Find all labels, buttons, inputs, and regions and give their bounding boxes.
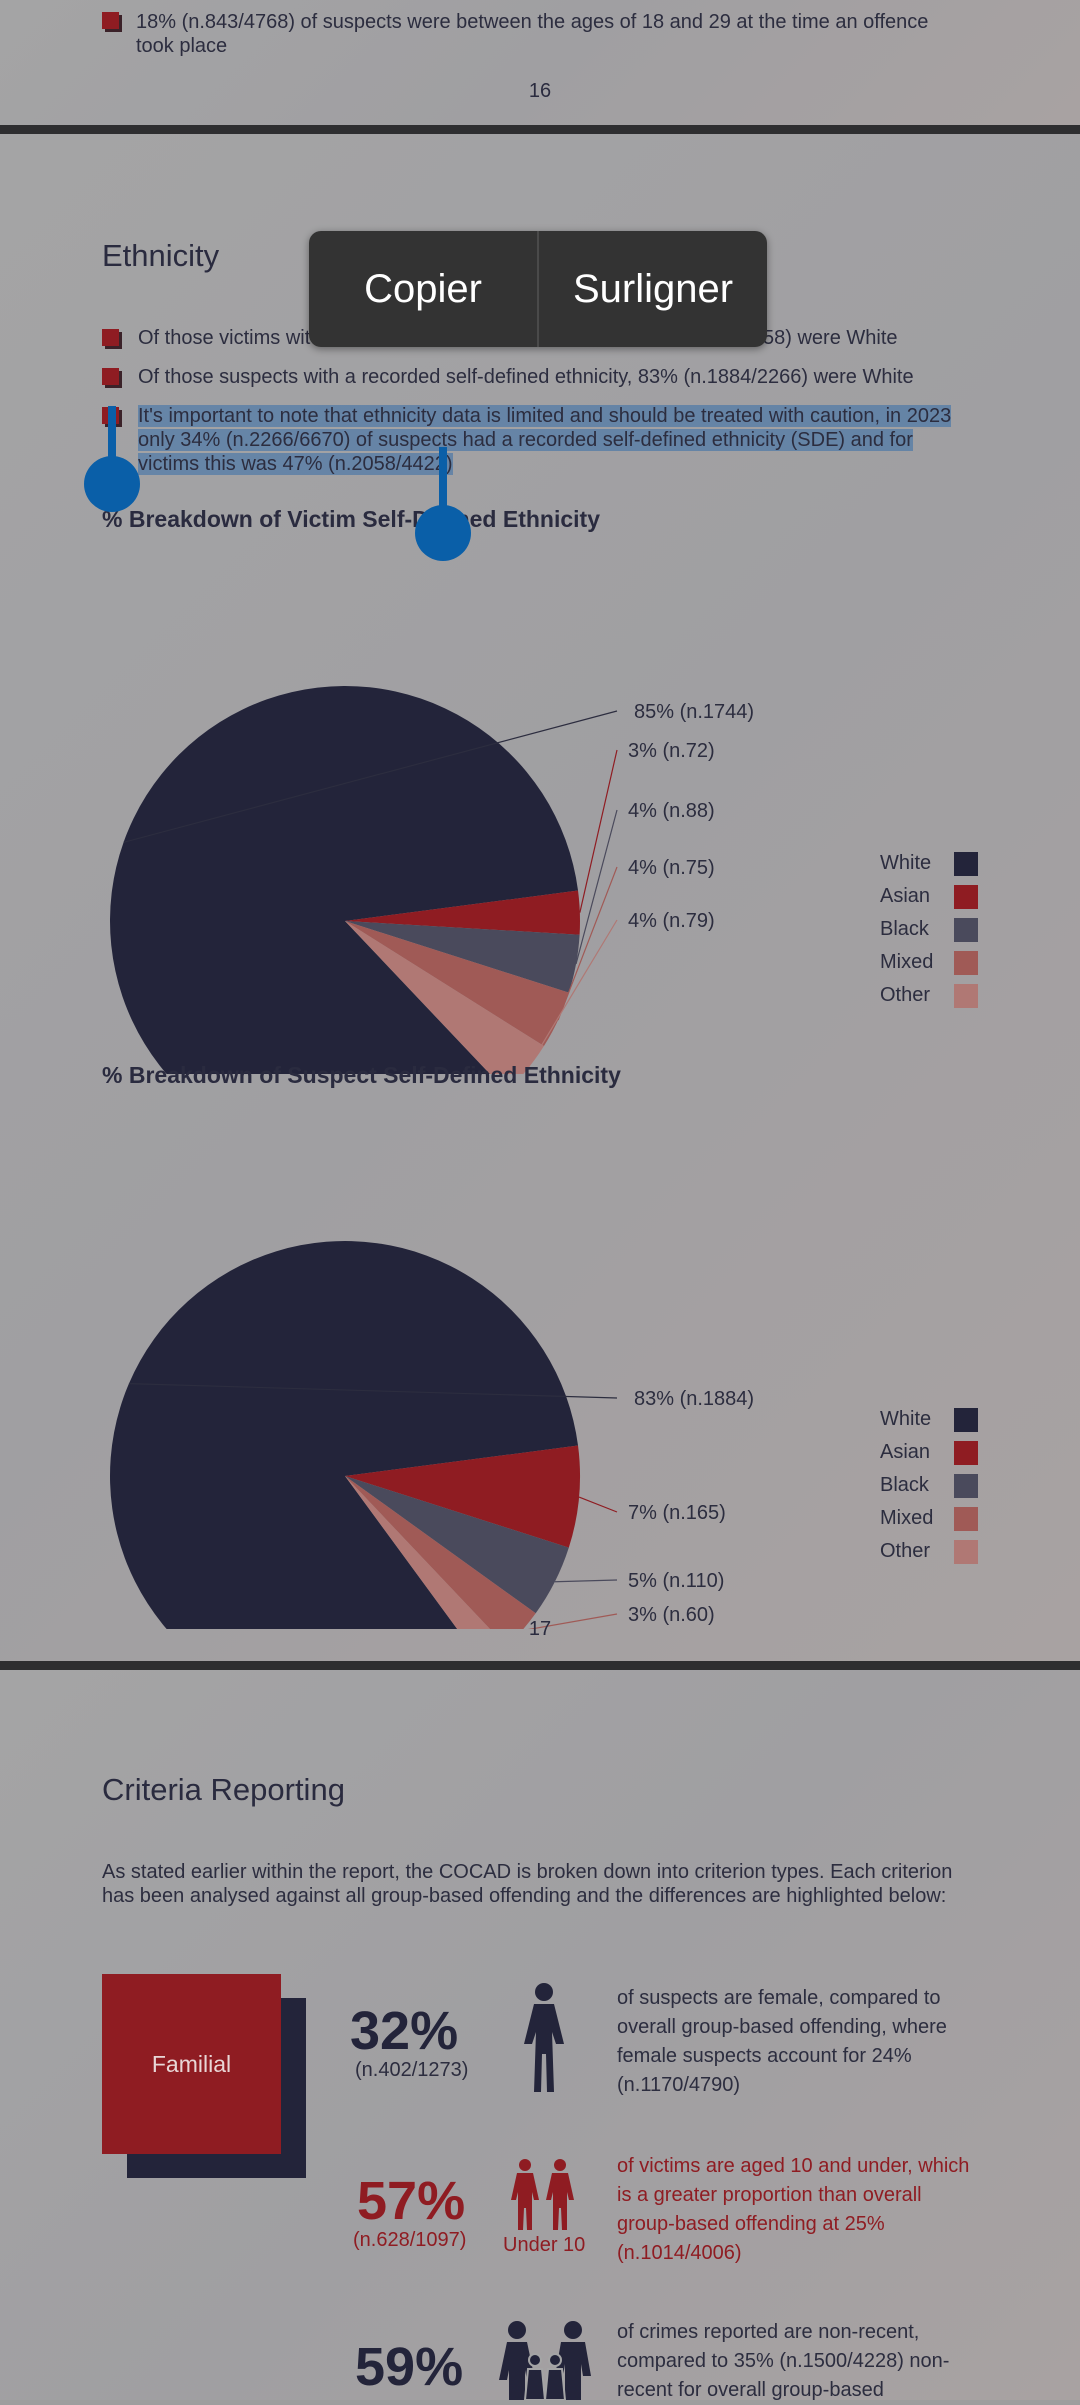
stat-description: of suspects are female, compared to over… — [617, 1987, 947, 2096]
data-label: 4% (n.79) — [628, 910, 715, 932]
children-figures-icon — [511, 2159, 574, 2230]
data-label: 3% (n.72) — [628, 740, 715, 762]
page-divider — [0, 1661, 1080, 1670]
page-17: Ethnicity Of those victims wit 58) were … — [0, 134, 1080, 1661]
legend-swatch-black — [954, 918, 978, 942]
suspect-ethnicity-bullet: Of those suspects with a recorded self-d… — [138, 366, 914, 388]
page-18: Criteria Reporting As stated earlier wit… — [0, 1670, 1080, 2401]
text-selection-popup: Copier Surligner — [309, 231, 767, 347]
page-16: 18% (n.843/4768) of suspects were betwee… — [0, 0, 1080, 125]
stat-icon-label: Under 10 — [503, 2234, 586, 2256]
suspect-ethnicity-pie-chart: 83% (n.1884) 7% (n.165) 5% (n.110) 3% (n.60… — [110, 1241, 754, 1629]
leader-line — [128, 1383, 618, 1399]
legend-swatch-white — [954, 1408, 978, 1432]
victim-ethnicity-pie-chart: 85% (n.1744) 3% (n.72) 4% (n.88) 4% (n.75) 4… — [110, 686, 754, 1074]
stat-sub: (n.628/1097) — [353, 2229, 467, 2251]
legend-swatch-mixed — [954, 951, 978, 975]
pie-slice-mixed — [345, 1476, 536, 1629]
victim-chart-title: % Breakdown of Victim Self-Defined Ethni… — [102, 506, 600, 532]
pie-slice-asian — [345, 890, 580, 935]
data-label: 4% (n.75) — [628, 857, 715, 879]
data-label: 7% (n.165) — [628, 1502, 726, 1524]
legend-label-asian: Asian — [880, 885, 931, 907]
pie-slice-black — [345, 921, 580, 993]
suspect-chart-title: % Breakdown of Suspect Self-Defined Ethn… — [102, 1062, 621, 1088]
legend-swatch-asian — [954, 1441, 978, 1465]
pie-slice-black — [345, 1476, 569, 1614]
legend-label-mixed: Mixed — [880, 1507, 934, 1529]
copy-button[interactable]: Copier — [364, 266, 482, 311]
highlight-button[interactable]: Surligner — [572, 266, 734, 311]
bullet-marker — [102, 368, 119, 385]
selection-start-handle[interactable] — [84, 406, 140, 518]
pie-slice-white — [110, 686, 579, 1074]
selection-end-handle[interactable] — [415, 447, 471, 563]
familial-card-label: Familial — [151, 2050, 232, 2077]
legend-swatch-white — [954, 852, 978, 876]
legend-label-black: Black — [880, 1474, 929, 1496]
family-figures-icon — [499, 2321, 591, 2400]
familial-card: Familial — [102, 1974, 281, 2154]
victim-ethnicity-bullet: Of those victims wit 58) were White — [138, 326, 988, 350]
pie-slice-asian — [345, 1445, 580, 1548]
selected-caution-text[interactable]: It's important to note that ethnicity da… — [138, 404, 968, 476]
legend-label-other: Other — [880, 1540, 931, 1562]
legend-swatch-asian — [954, 885, 978, 909]
pie-slice-other — [345, 921, 544, 1074]
data-label: 4% (n.88) — [628, 800, 715, 822]
bullet-marker — [102, 329, 119, 346]
leader-line — [579, 749, 618, 913]
legend-label-asian: Asian — [880, 1441, 931, 1463]
section-heading: Criteria Reporting — [102, 1772, 345, 1807]
legend-label-white: White — [880, 1408, 932, 1430]
data-label: 85% (n.1744) — [634, 701, 754, 723]
leader-line — [578, 1496, 618, 1513]
popup-separator — [537, 231, 539, 347]
pie-slice-mixed — [345, 921, 569, 1047]
page-number: 16 — [528, 80, 552, 102]
leader-line — [557, 866, 618, 1021]
pie-slice-white — [110, 1241, 579, 1629]
legend-swatch-black — [954, 1474, 978, 1498]
data-label: 5% (n.110) — [628, 1570, 724, 1592]
criteria-intro: As stated earlier within the report, the… — [102, 1861, 953, 1907]
legend-label-white: White — [880, 852, 932, 874]
bullet-text-end: 58) were White — [763, 327, 898, 349]
page-divider — [0, 125, 1080, 134]
leader-line — [527, 1613, 618, 1629]
legend-swatch-other — [954, 984, 978, 1008]
legend-label-mixed: Mixed — [880, 951, 934, 973]
text-selection[interactable]: It's important to note that ethnicity da… — [138, 405, 952, 475]
leader-line — [575, 809, 618, 965]
leader-line — [554, 1579, 618, 1583]
bullet-marker — [102, 12, 119, 29]
stat-description: of victims are aged 10 and under, which … — [617, 2155, 970, 2264]
age-bullet-text: 18% (n.843/4768) of suspects were betwee… — [136, 11, 929, 57]
stat-sub: (n.402/1273) — [355, 2059, 469, 2081]
stat-value: 57% — [357, 2171, 466, 2231]
page-number: 17 — [528, 1618, 552, 1640]
bullet-text-start: Of those victims wit — [138, 327, 311, 349]
data-label: 83% (n.1884) — [634, 1388, 754, 1410]
stat-value: 32% — [350, 2001, 459, 2061]
data-label: 3% (n.60) — [628, 1604, 715, 1626]
stat-description: of crimes reported are non-recent, compa… — [617, 2321, 950, 2401]
stat-value: 59% — [355, 2337, 464, 2397]
legend-swatch-mixed — [954, 1507, 978, 1531]
leader-line — [123, 710, 618, 843]
leader-line — [526, 919, 618, 1071]
section-heading: Ethnicity — [102, 238, 220, 273]
legend-label-other: Other — [880, 984, 931, 1006]
legend-label-black: Black — [880, 918, 929, 940]
female-figure-icon — [524, 1983, 564, 2092]
legend-swatch-other — [954, 1540, 978, 1564]
